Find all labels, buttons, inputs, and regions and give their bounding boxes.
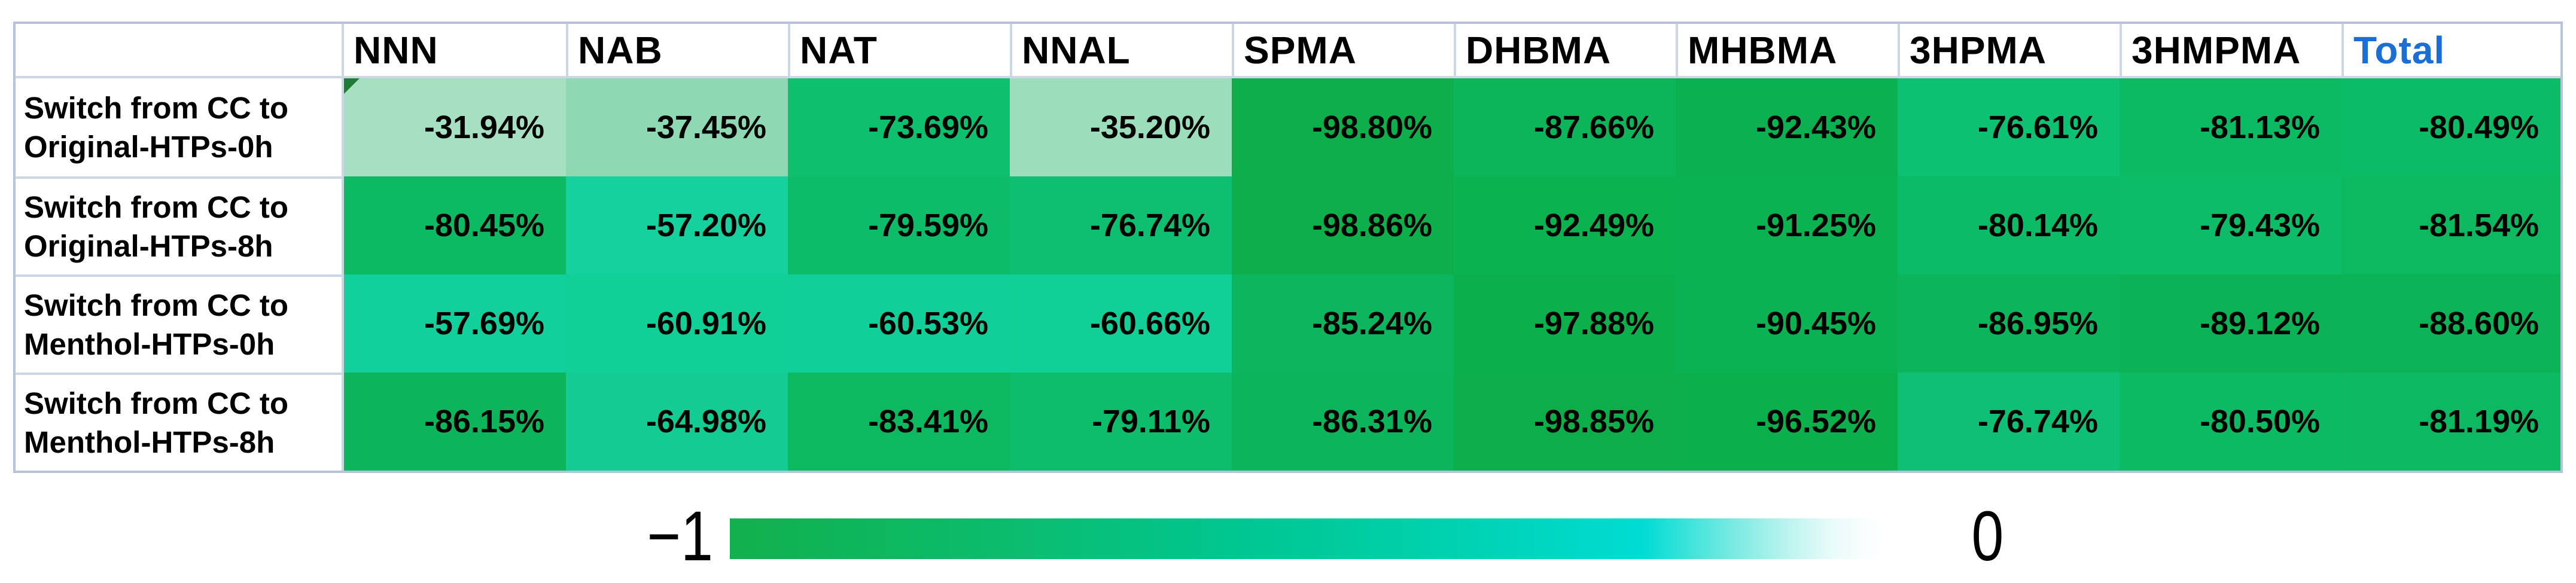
row-label-line: Switch from CC to	[24, 91, 288, 125]
heatmap-cell: -79.11%	[1010, 373, 1232, 471]
row-label: Switch from CC to Menthol-HTPs-8h	[16, 373, 344, 471]
row-label-line: Switch from CC to	[24, 190, 288, 224]
heatmap-cell: -98.86%	[1232, 176, 1454, 274]
heatmap-cell: -79.43%	[2120, 176, 2341, 274]
heatmap-cell: -88.60%	[2341, 274, 2560, 373]
heatmap-cell: -31.94%	[344, 78, 566, 176]
column-header-nnal: NNAL	[1010, 24, 1232, 78]
heatmap-cell: -91.25%	[1676, 176, 1898, 274]
heatmap-cell: -83.41%	[788, 373, 1010, 471]
heatmap-cell: -92.49%	[1454, 176, 1676, 274]
heatmap-cell: -86.31%	[1232, 373, 1454, 471]
column-header-nnn: NNN	[344, 24, 566, 78]
heatmap-cell: -57.20%	[566, 176, 788, 274]
cell-corner-flag-icon	[344, 78, 360, 94]
row-label-line: Switch from CC to	[24, 288, 288, 322]
column-header-nab: NAB	[566, 24, 788, 78]
colorbar-gradient	[730, 518, 1916, 559]
heatmap-cell: -60.53%	[788, 274, 1010, 373]
corner-cell	[16, 24, 344, 78]
heatmap-cell: -98.80%	[1232, 78, 1454, 176]
row-label: Switch from CC to Original-HTPs-0h	[16, 78, 344, 176]
heatmap-cell: -35.20%	[1010, 78, 1232, 176]
heatmap-cell: -37.45%	[566, 78, 788, 176]
heatmap-cell: -89.12%	[2120, 274, 2341, 373]
row-label-line: Original-HTPs-0h	[24, 130, 273, 164]
heatmap-cell: -76.74%	[1010, 176, 1232, 274]
heatmap-cell: -87.66%	[1454, 78, 1676, 176]
heatmap-cell: -81.19%	[2341, 373, 2560, 471]
column-header-3hpma: 3HPMA	[1898, 24, 2120, 78]
heatmap-cell: -98.85%	[1454, 373, 1676, 471]
heatmap-cell: -57.69%	[344, 274, 566, 373]
row-label-line: Menthol-HTPs-0h	[24, 327, 275, 361]
heatmap-cell: -60.66%	[1010, 274, 1232, 373]
heatmap-cell: -86.95%	[1898, 274, 2120, 373]
heatmap-cell: -80.50%	[2120, 373, 2341, 471]
heatmap-cell: -73.69%	[788, 78, 1010, 176]
heatmap-cell: -96.52%	[1676, 373, 1898, 471]
heatmap-cell: -85.24%	[1232, 274, 1454, 373]
heatmap-cell: -81.13%	[2120, 78, 2341, 176]
heatmap-cell: -76.74%	[1898, 373, 2120, 471]
heatmap-table: NNN NAB NAT NNAL SPMA DHBMA MHBMA 3HPMA 3HMPMA To…	[13, 22, 2563, 473]
heatmap-cell: -90.45%	[1676, 274, 1898, 373]
row-label-line: Switch from CC to	[24, 386, 288, 420]
row-label-line: Original-HTPs-8h	[24, 229, 273, 263]
column-header-dhbma: DHBMA	[1454, 24, 1676, 78]
column-header-spma: SPMA	[1232, 24, 1454, 78]
heatmap-cell: -97.88%	[1454, 274, 1676, 373]
row-label-line: Menthol-HTPs-8h	[24, 425, 275, 459]
heatmap-cell: -80.49%	[2341, 78, 2560, 176]
heatmap-cell: -60.91%	[566, 274, 788, 373]
heatmap-cell: -81.54%	[2341, 176, 2560, 274]
column-header-total: Total	[2341, 24, 2560, 78]
heatmap-cell: -64.98%	[566, 373, 788, 471]
column-header-mhbma: MHBMA	[1676, 24, 1898, 78]
colorbar-min-label: −1	[647, 497, 713, 576]
column-header-nat: NAT	[788, 24, 1010, 78]
colorbar-max-label: 0	[1971, 497, 2004, 576]
heatmap-cell: -79.59%	[788, 176, 1010, 274]
heatmap-cell: -80.14%	[1898, 176, 2120, 274]
heatmap-cell: -80.45%	[344, 176, 566, 274]
row-label: Switch from CC to Original-HTPs-8h	[16, 176, 344, 274]
heatmap-cell: -92.43%	[1676, 78, 1898, 176]
column-header-3hmpma: 3HMPMA	[2120, 24, 2341, 78]
heatmap-cell: -86.15%	[344, 373, 566, 471]
heatmap-cell: -76.61%	[1898, 78, 2120, 176]
row-label: Switch from CC to Menthol-HTPs-0h	[16, 274, 344, 373]
